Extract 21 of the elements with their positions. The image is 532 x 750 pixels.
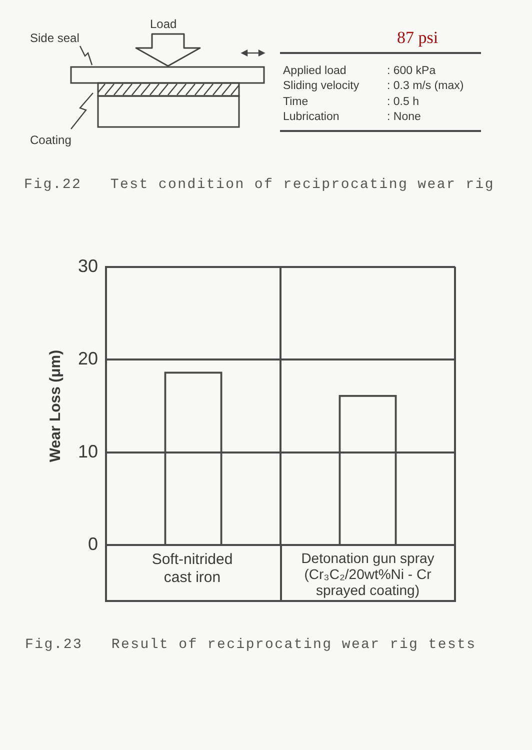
y-tick-label: 20 — [78, 348, 98, 369]
text: Side seal — [30, 31, 80, 45]
y-axis-title: Wear Loss (μm) — [47, 350, 64, 462]
text: Sliding velocity — [282, 80, 360, 92]
text: : None — [387, 111, 421, 124]
text: : 0.5 h — [387, 96, 419, 108]
y-tick-label: 30 — [78, 256, 98, 276]
text: Applied load — [282, 64, 348, 77]
y-tick-label: 10 — [78, 441, 98, 462]
text: Fig.23 Result of reciprocating wear rig tests — [25, 637, 476, 653]
y-tick-label: 0 — [88, 534, 98, 554]
x-tick-label: Soft-nitrided cast iron — [152, 551, 233, 586]
text: Load — [150, 17, 177, 31]
x-tick-label: Detonation gun spray (Cr₃C₂/20wt%Ni - Cr sprayed coating) — [301, 550, 434, 598]
text: Coating — [30, 133, 72, 147]
text: : 600 kPa — [387, 64, 436, 77]
caption: Fig.22 Test condition of reciprocating wear rig — [24, 177, 494, 193]
text: Time — [282, 96, 310, 108]
text: 87 psi — [397, 28, 438, 47]
text: : 0.3 m/s (max) — [387, 80, 464, 92]
text: Lubrication — [282, 111, 340, 124]
